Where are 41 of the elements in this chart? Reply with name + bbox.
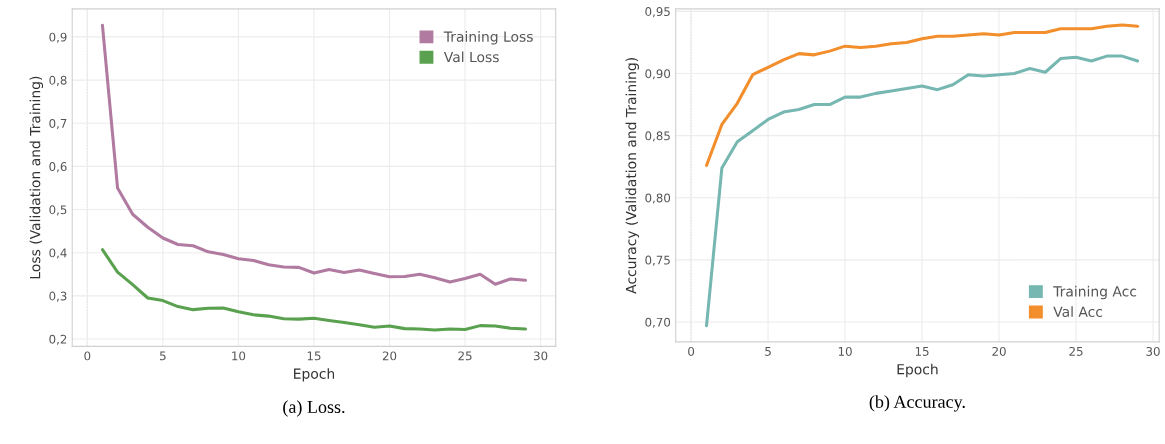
y-tick-label: 0,85	[645, 131, 670, 142]
y-tick-label: 0,8	[49, 75, 67, 86]
x-tick-label: 0	[688, 346, 695, 356]
y-tick-label: 0,7	[49, 118, 67, 130]
x-axis-title: Epoch	[897, 363, 938, 378]
x-tick-label: 30	[1146, 346, 1160, 356]
x-tick-label: 15	[915, 347, 929, 356]
y-axis-title: Accuracy (Validation and Training)	[625, 58, 639, 294]
y-tick-label: 0,4	[49, 248, 67, 259]
x-tick-label: 5	[765, 347, 771, 356]
y-tick-label: 0,3	[49, 291, 67, 302]
x-tick-label: 25	[458, 351, 472, 361]
legend-label: Training Loss	[443, 31, 533, 45]
y-tick-label: 0,90	[645, 69, 671, 80]
x-tick-label: 20	[992, 346, 1006, 356]
x-tick-label: 20	[382, 351, 397, 361]
x-tick-label: 5	[160, 351, 166, 361]
text: (a) Loss.	[283, 400, 345, 417]
x-tick-label: 0	[84, 351, 91, 361]
legend-label: Val Acc	[1053, 306, 1103, 317]
legend-label: Training Acc	[1053, 285, 1137, 300]
y-tick-label: 0,6	[49, 162, 67, 173]
x-tick-label: 10	[232, 351, 246, 361]
x-tick-label: 15	[307, 351, 321, 361]
y-tick-label: 0,2	[49, 334, 67, 345]
y-tick-label: 0,5	[49, 205, 67, 216]
y-tick-label: 0,9	[49, 32, 67, 43]
x-tick-label: 30	[533, 351, 548, 361]
line-series	[704, 54, 1140, 328]
y-tick-label: 0,70	[645, 317, 671, 328]
y-tick-label: 0,95	[645, 7, 670, 18]
y-tick-label: 0,80	[645, 193, 671, 204]
line-series	[704, 23, 1140, 167]
text: (b) Accuracy.	[869, 395, 965, 412]
x-tick-label: 25	[1069, 346, 1083, 356]
line-series	[100, 248, 528, 332]
legend-label: Val Loss	[443, 51, 499, 63]
x-axis-title: Epoch	[294, 368, 335, 382]
y-axis-title: Loss (Validation and Training)	[29, 76, 44, 279]
x-tick-label: 10	[838, 346, 852, 356]
y-tick-label: 0,75	[645, 255, 670, 266]
